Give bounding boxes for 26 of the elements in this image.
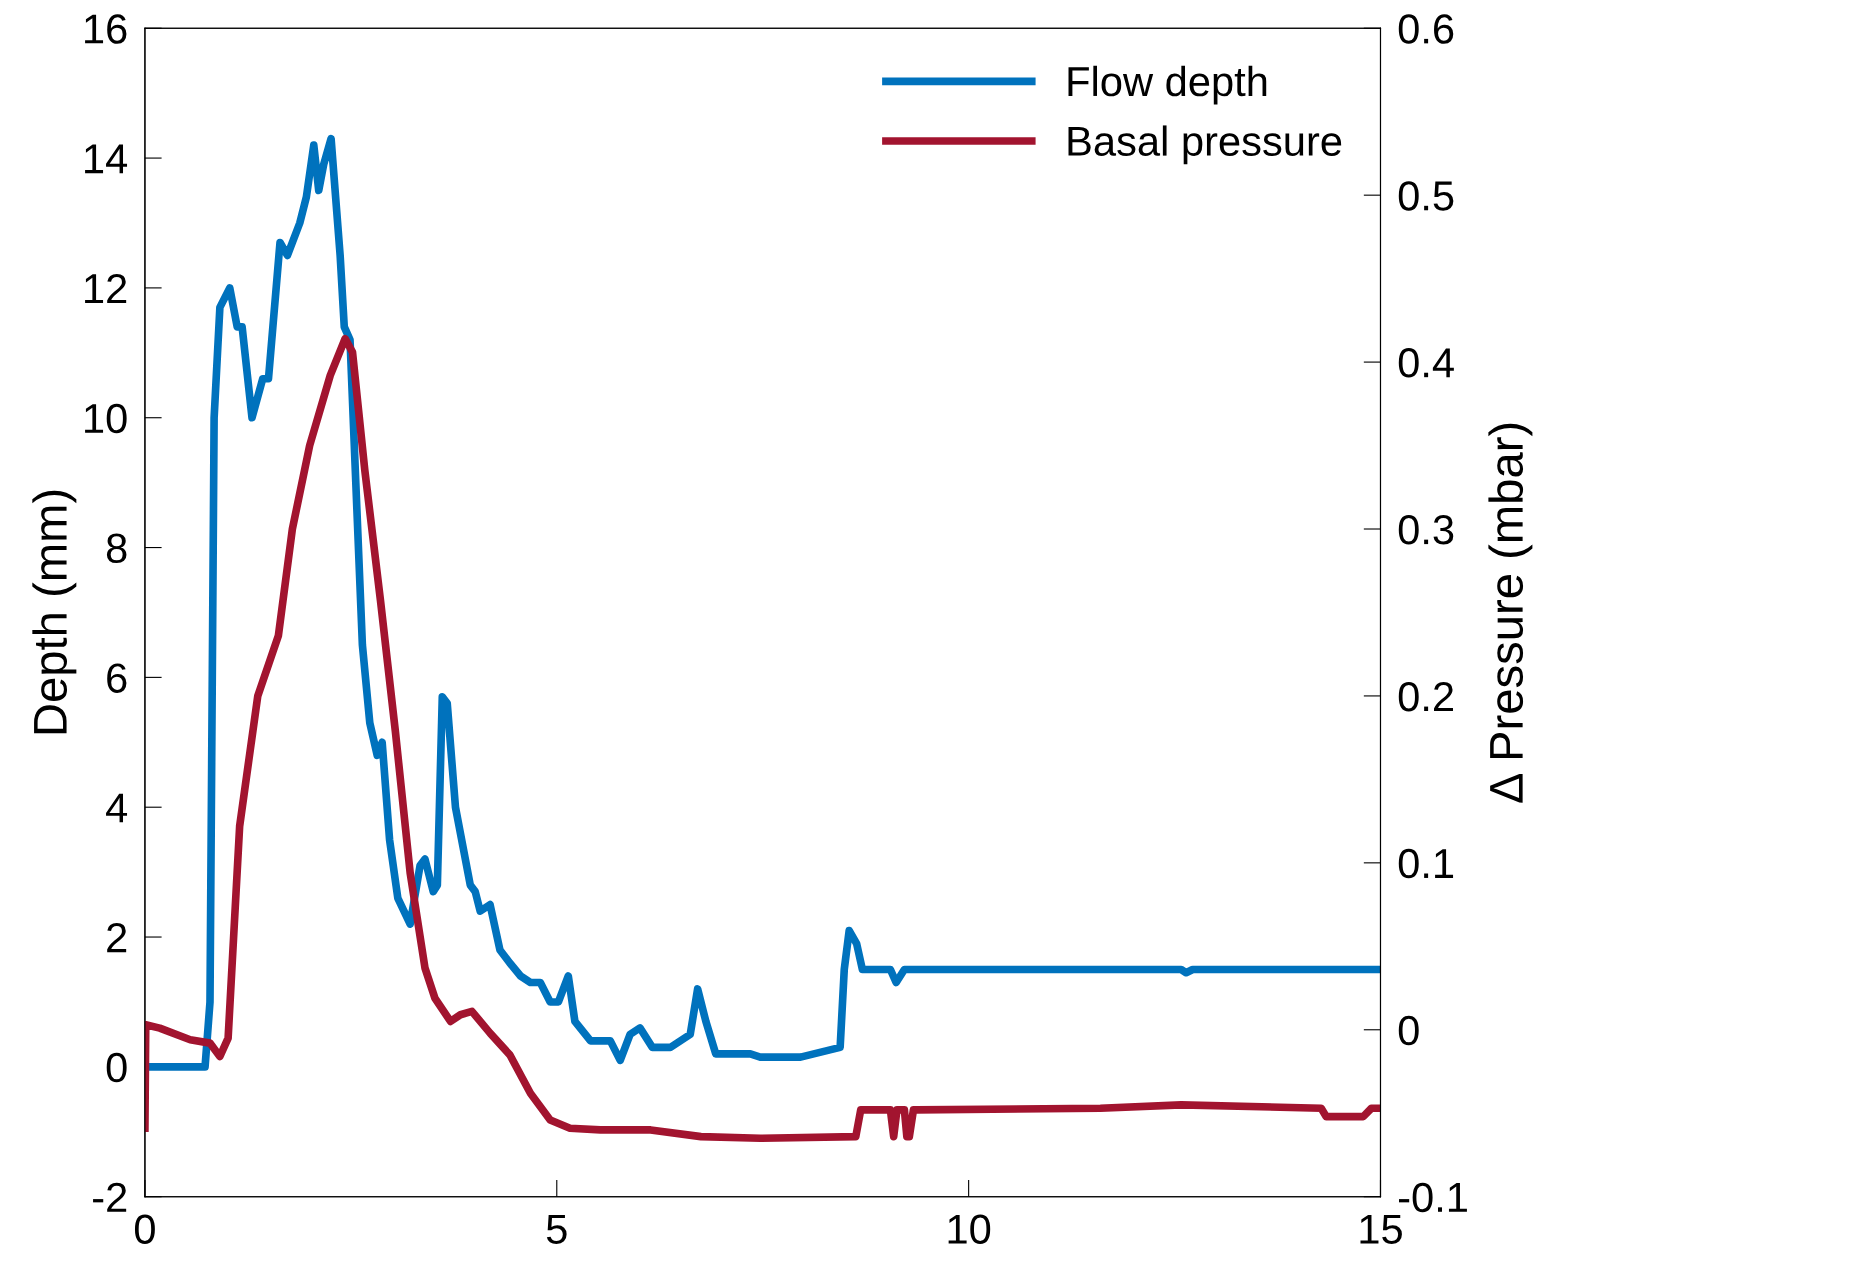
y-axis-title: Depth (mm) bbox=[32, 490, 77, 734]
y-tick-label: -2 bbox=[93, 1182, 127, 1212]
x-tick-label: 5 bbox=[546, 1214, 567, 1244]
y-tick-label: 16 bbox=[85, 14, 127, 44]
y2-tick-label: 0.1 bbox=[1398, 848, 1454, 879]
x-tick-label: 15 bbox=[1360, 1214, 1402, 1244]
y-tick-label: 4 bbox=[106, 793, 128, 823]
y-tick-label: 12 bbox=[85, 273, 127, 303]
legend-label: Basal pressure bbox=[1068, 125, 1342, 165]
y-tick-label: 0 bbox=[106, 1052, 127, 1083]
y2-tick-label: 0.2 bbox=[1398, 681, 1453, 712]
y2-tick-label: 0.4 bbox=[1398, 348, 1454, 378]
y-tick-label: 2 bbox=[107, 923, 127, 953]
x-tick-label: 10 bbox=[948, 1214, 991, 1244]
y-tick-label: 10 bbox=[85, 403, 127, 434]
y-tick-label: 6 bbox=[107, 663, 127, 693]
y-tick-label: 14 bbox=[85, 144, 128, 174]
y2-tick-label: 0.5 bbox=[1398, 181, 1454, 211]
y2-axis-title: Δ Pressure (mbar) bbox=[1488, 423, 1533, 803]
y2-tick-label: 0.3 bbox=[1398, 515, 1454, 545]
x-tick-label: 0 bbox=[134, 1214, 155, 1244]
y2-tick-label: -0.1 bbox=[1399, 1182, 1467, 1213]
y2-tick-label: 0.6 bbox=[1398, 14, 1454, 44]
legend-label: Flow depth bbox=[1068, 65, 1267, 105]
y2-tick-label: 0 bbox=[1398, 1015, 1419, 1046]
y-tick-label: 8 bbox=[106, 533, 127, 564]
